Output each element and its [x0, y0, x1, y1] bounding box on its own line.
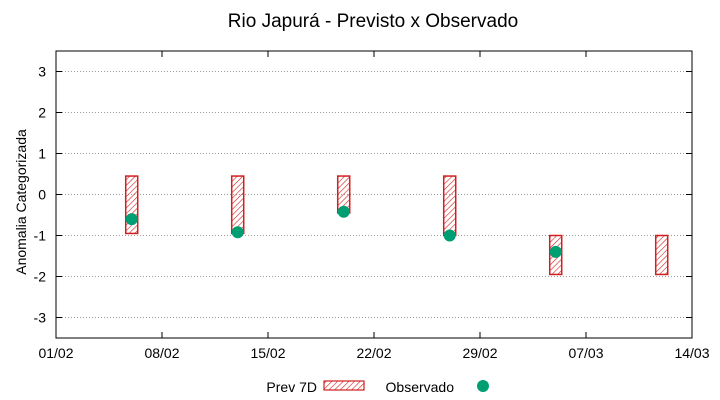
y-tick-label: -1: [34, 228, 47, 244]
y-axis-label: Anomalia Categorizada: [13, 129, 29, 275]
y-tick-label: 3: [38, 64, 46, 80]
y-tick-label: 2: [38, 105, 46, 121]
observed-point: [337, 205, 350, 218]
chart-title: Rio Japurá - Previsto x Observado: [228, 11, 518, 32]
observed-point: [443, 229, 456, 242]
observed-point: [125, 213, 138, 226]
y-axis-ticks: -3 -2 -1 0 1 2 3: [34, 64, 692, 326]
forecast-bars: [124, 175, 669, 276]
forecast-range-bar: [230, 175, 245, 235]
legend-label-forecast: Prev 7D: [266, 379, 317, 395]
x-tick-label: 08/02: [144, 345, 179, 361]
observed-point: [549, 245, 562, 258]
x-tick-label: 07/03: [568, 345, 603, 361]
x-tick-label: 01/02: [38, 345, 73, 361]
x-axis-ticks: 01/02 08/02 15/02 22/02 29/02 07/03 14/03: [38, 51, 710, 361]
forecast-range-bar: [442, 175, 457, 237]
legend-swatch-observed: [477, 380, 489, 392]
legend-label-observed: Observado: [386, 379, 455, 395]
y-tick-label: -3: [34, 310, 47, 326]
legend: Prev 7D Observado: [266, 379, 489, 395]
y-tick-label: 1: [38, 146, 46, 162]
grid: [56, 71, 692, 318]
observed-points: [125, 205, 562, 258]
x-tick-label: 29/02: [462, 345, 497, 361]
x-tick-label: 22/02: [356, 345, 391, 361]
y-tick-label: -2: [34, 269, 47, 285]
plot-area-frame: [55, 50, 693, 339]
observed-point: [231, 226, 244, 239]
x-tick-label: 15/02: [250, 345, 285, 361]
forecast-range-bar: [654, 234, 669, 276]
legend-swatch-forecast: [323, 380, 365, 391]
y-tick-label: 0: [38, 187, 46, 203]
x-tick-label: 14/03: [674, 345, 709, 361]
